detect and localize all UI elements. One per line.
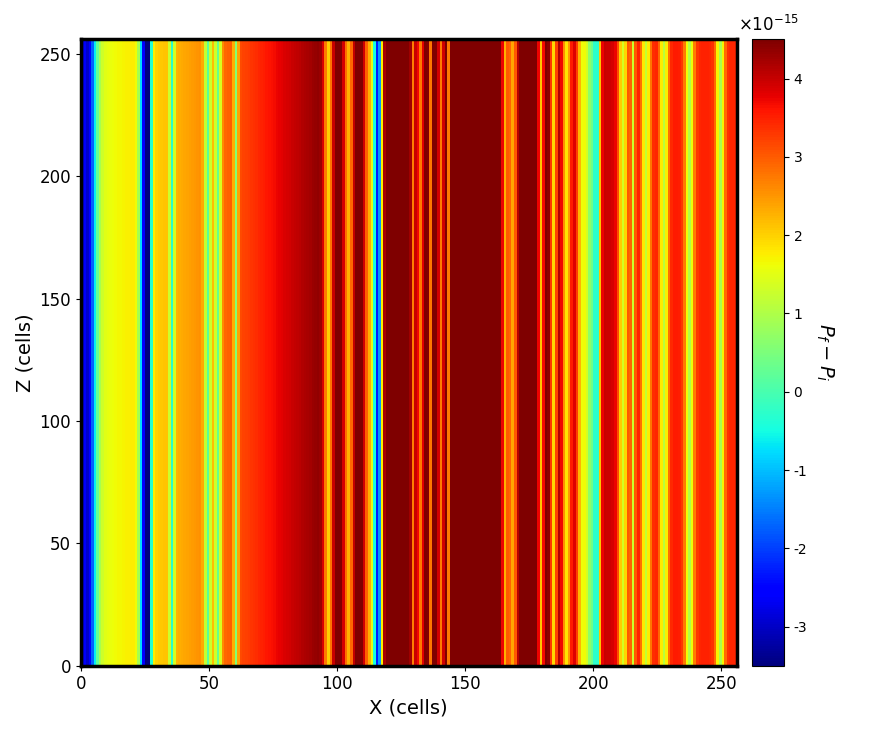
Y-axis label: $P_f - P_i$: $P_f - P_i$	[813, 323, 835, 382]
X-axis label: X (cells): X (cells)	[369, 699, 448, 718]
Y-axis label: Z (cells): Z (cells)	[15, 313, 34, 392]
Title: $\times10^{-15}$: $\times10^{-15}$	[738, 15, 798, 35]
